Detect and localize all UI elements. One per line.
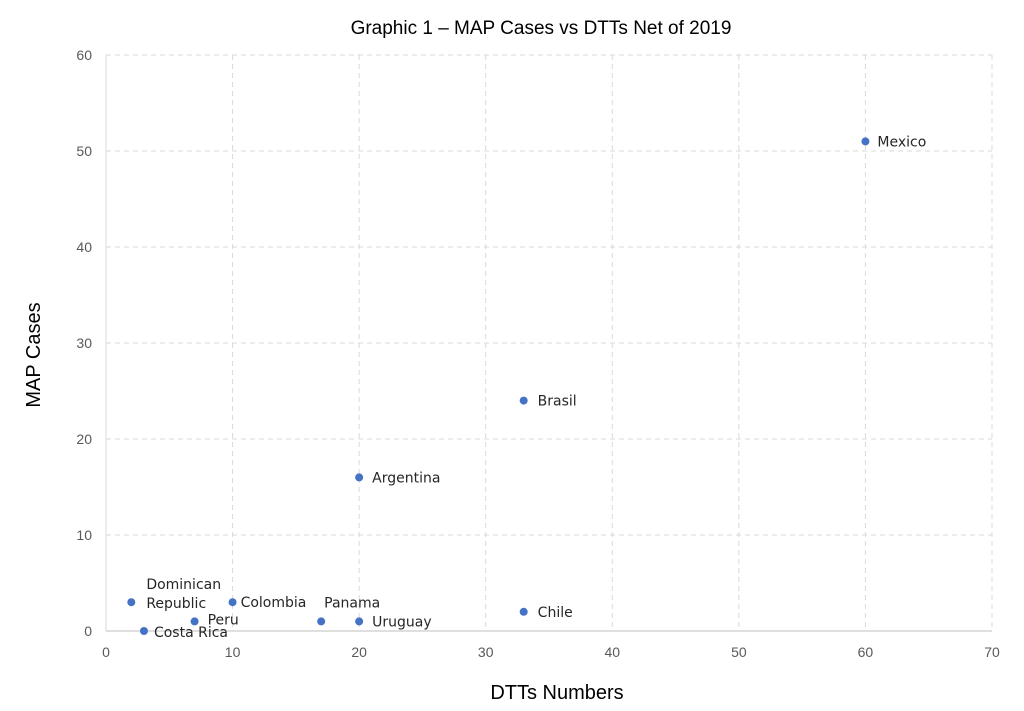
- point-labels: Mexico Brasil Argentina Dominican Republic Co…: [146, 134, 926, 641]
- data-label: Costa Rica: [154, 625, 228, 641]
- data-label: Mexico: [877, 134, 926, 150]
- x-tick-labels: 0 10 20 30 40 50 60 70: [102, 644, 1000, 660]
- data-point: [519, 396, 528, 405]
- y-tick-label: 60: [76, 47, 92, 63]
- x-tick-label: 10: [225, 644, 241, 660]
- data-label: Dominican Republic: [146, 577, 221, 612]
- data-point: [519, 607, 528, 616]
- data-point: [861, 137, 870, 146]
- y-tick-label: 50: [76, 143, 92, 159]
- x-tick-label: 20: [351, 644, 367, 660]
- data-point: [190, 617, 199, 626]
- data-label: Panama: [324, 595, 380, 611]
- y-tick-labels: 0 10 20 30 40 50 60: [76, 47, 92, 639]
- chart-title: Graphic 1 – MAP Cases vs DTTs Net of 201…: [351, 18, 732, 39]
- y-tick-label: 20: [76, 431, 92, 447]
- y-tick-label: 40: [76, 239, 92, 255]
- data-label: Colombia: [241, 595, 307, 611]
- data-point: [127, 598, 136, 607]
- data-point: [139, 627, 148, 635]
- data-label: Brasil: [538, 394, 577, 410]
- data-label: Chile: [538, 605, 573, 621]
- y-tick-label: 30: [76, 335, 92, 351]
- data-point: [355, 617, 364, 626]
- data-label: Peru: [208, 612, 239, 628]
- x-tick-label: 60: [858, 644, 874, 660]
- x-tick-label: 0: [102, 644, 110, 660]
- x-axis-title: DTTs Numbers: [490, 682, 623, 704]
- data-points: [127, 137, 870, 635]
- x-tick-label: 70: [984, 644, 1000, 660]
- y-tick-label: 10: [76, 527, 92, 543]
- x-tick-label: 40: [604, 644, 620, 660]
- axes: [105, 55, 992, 632]
- y-axis-title: MAP Cases: [23, 302, 45, 407]
- data-point: [228, 598, 237, 607]
- data-label: Argentina: [372, 470, 440, 486]
- x-tick-label: 50: [731, 644, 747, 660]
- x-tick-label: 30: [478, 644, 494, 660]
- data-label: Uruguay: [372, 614, 432, 630]
- data-point: [317, 617, 326, 626]
- grid-lines: [106, 54, 993, 631]
- data-point: [355, 473, 364, 482]
- y-tick-label: 0: [84, 623, 92, 639]
